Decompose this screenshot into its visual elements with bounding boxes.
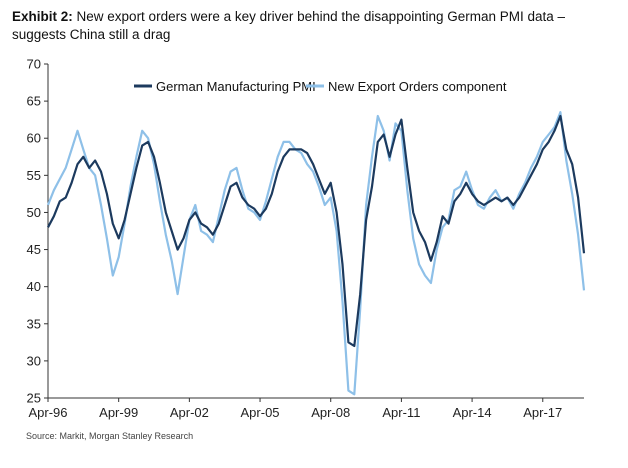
- y-tick-label: 50: [27, 205, 41, 220]
- legend-label-pmi: German Manufacturing PMI: [156, 79, 316, 94]
- chart-title: Exhibit 2: New export orders were a key …: [12, 8, 612, 44]
- y-tick-label: 65: [27, 94, 41, 109]
- chart-title-text: New export orders were a key driver behi…: [12, 9, 566, 42]
- y-tick-label: 30: [27, 353, 41, 368]
- exhibit-label: Exhibit 2:: [12, 9, 73, 24]
- y-tick-label: 40: [27, 279, 41, 294]
- series-line-pmi: [47, 114, 586, 348]
- legend: German Manufacturing PMI New Export Orde…: [134, 79, 507, 94]
- y-tick-label: 45: [27, 242, 41, 257]
- y-tick-label: 55: [27, 168, 41, 183]
- x-tick-label: Apr-14: [453, 405, 492, 420]
- y-tick-label: 25: [27, 391, 41, 406]
- y-tick-label: 70: [27, 57, 41, 72]
- x-tick-label: Apr-02: [170, 405, 209, 420]
- series-line-export-orders: [46, 111, 586, 396]
- y-tick-label: 60: [27, 131, 41, 146]
- x-tick-label: Apr-17: [523, 405, 562, 420]
- axes: 25 30 35 40 45 50 55 60 65 70 Apr-96 Apr-99 Apr-02 Ap…: [27, 57, 584, 420]
- x-tick-label: Apr-96: [28, 405, 67, 420]
- x-tick-label: Apr-08: [311, 405, 350, 420]
- legend-label-export: New Export Orders component: [328, 79, 507, 94]
- y-tick-label: 35: [27, 316, 41, 331]
- source-note: Source: Markit, Morgan Stanley Research: [26, 431, 194, 441]
- series-lines: [46, 111, 586, 396]
- x-tick-label: Apr-99: [99, 405, 138, 420]
- x-tick-label: Apr-11: [382, 405, 420, 420]
- x-tick-label: Apr-05: [241, 405, 280, 420]
